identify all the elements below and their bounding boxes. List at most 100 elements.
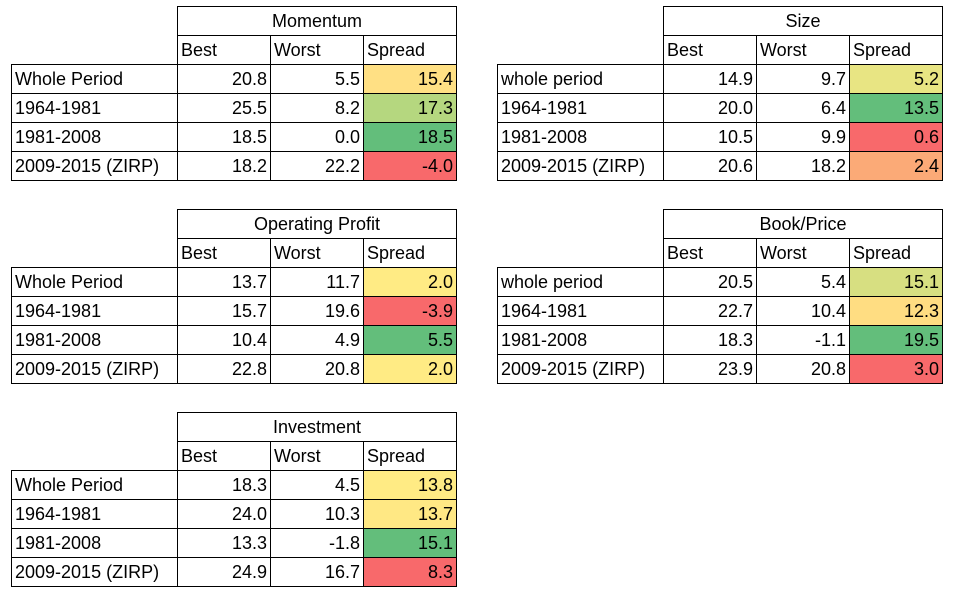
spread-cell: 15.4: [363, 64, 457, 94]
spread-cell: 8.3: [363, 557, 457, 587]
row-label: 1964-1981: [497, 93, 664, 123]
table-row: Whole Period 18.3 4.5 13.8: [11, 470, 457, 500]
column-header-spread: Spread: [363, 35, 457, 65]
size-grid: Size Best Worst Spread whole period 14.9…: [497, 6, 943, 181]
spread-cell: 19.5: [849, 325, 943, 355]
size-table: Size Best Worst Spread whole period 14.9…: [497, 6, 943, 181]
row-label: 1964-1981: [497, 296, 664, 326]
table-row: 1981-2008 13.3 -1.8 15.1: [11, 528, 457, 558]
worst-cell: 11.7: [270, 267, 364, 297]
best-cell: 22.8: [177, 354, 271, 384]
column-header-worst: Worst: [270, 35, 364, 65]
worst-cell: 18.2: [756, 151, 850, 181]
worst-cell: 20.8: [756, 354, 850, 384]
book-price-grid: Book/Price Best Worst Spread whole perio…: [497, 209, 943, 384]
corner-blank: [12, 413, 178, 442]
best-cell: 15.7: [177, 296, 271, 326]
worst-cell: 20.8: [270, 354, 364, 384]
table-row: 2009-2015 (ZIRP) 18.2 22.2 -4.0: [11, 151, 457, 181]
corner-blank: [498, 7, 664, 36]
table-title: Book/Price: [663, 209, 943, 239]
row-label: 1981-2008: [11, 122, 178, 152]
momentum-grid: Momentum Best Worst Spread Whole Period …: [11, 6, 457, 181]
table-row: 1981-2008 18.5 0.0 18.5: [11, 122, 457, 152]
spread-cell: 2.0: [363, 267, 457, 297]
spread-cell: 17.3: [363, 93, 457, 123]
column-header-spread: Spread: [849, 238, 943, 268]
spread-cell: 3.0: [849, 354, 943, 384]
corner-blank: [12, 442, 178, 471]
investment-grid: Investment Best Worst Spread Whole Perio…: [11, 412, 457, 587]
spread-cell: -4.0: [363, 151, 457, 181]
row-label: 1981-2008: [11, 325, 178, 355]
row-label: 2009-2015 (ZIRP): [497, 151, 664, 181]
spread-cell: 0.6: [849, 122, 943, 152]
spread-cell: 5.2: [849, 64, 943, 94]
column-header-best: Best: [177, 238, 271, 268]
column-header-best: Best: [663, 35, 757, 65]
row-label: 1964-1981: [11, 499, 178, 529]
best-cell: 14.9: [663, 64, 757, 94]
row-label: Whole Period: [11, 64, 178, 94]
column-header-worst: Worst: [270, 238, 364, 268]
spread-cell: 5.5: [363, 325, 457, 355]
corner-blank: [12, 239, 178, 268]
best-cell: 20.8: [177, 64, 271, 94]
best-cell: 18.5: [177, 122, 271, 152]
table-title: Size: [663, 6, 943, 36]
worst-cell: -1.1: [756, 325, 850, 355]
best-cell: 20.6: [663, 151, 757, 181]
worst-cell: 5.4: [756, 267, 850, 297]
worst-cell: 10.4: [756, 296, 850, 326]
table-row: 1981-2008 10.4 4.9 5.5: [11, 325, 457, 355]
best-cell: 13.3: [177, 528, 271, 558]
table-row: 1964-1981 22.7 10.4 12.3: [497, 296, 943, 326]
row-label: whole period: [497, 64, 664, 94]
operating-profit-grid: Operating Profit Best Worst Spread Whole…: [11, 209, 457, 384]
column-header-worst: Worst: [756, 238, 850, 268]
spread-cell: 13.7: [363, 499, 457, 529]
column-header-spread: Spread: [363, 441, 457, 471]
best-cell: 24.9: [177, 557, 271, 587]
row-label: 2009-2015 (ZIRP): [497, 354, 664, 384]
worst-cell: 6.4: [756, 93, 850, 123]
row-label: 1964-1981: [11, 93, 178, 123]
worst-cell: -1.8: [270, 528, 364, 558]
momentum-table: Momentum Best Worst Spread Whole Period …: [11, 6, 457, 181]
table-row: 2009-2015 (ZIRP) 24.9 16.7 8.3: [11, 557, 457, 587]
row-label: whole period: [497, 267, 664, 297]
best-cell: 18.3: [663, 325, 757, 355]
book-price-table: Book/Price Best Worst Spread whole perio…: [497, 209, 943, 384]
table-row: Whole Period 13.7 11.7 2.0: [11, 267, 457, 297]
column-header-spread: Spread: [849, 35, 943, 65]
worst-cell: 5.5: [270, 64, 364, 94]
corner-blank: [498, 210, 664, 239]
best-cell: 24.0: [177, 499, 271, 529]
column-header-spread: Spread: [363, 238, 457, 268]
table-row: 2009-2015 (ZIRP) 22.8 20.8 2.0: [11, 354, 457, 384]
column-header-worst: Worst: [270, 441, 364, 471]
table-title: Investment: [177, 412, 457, 442]
table-row: 1964-1981 24.0 10.3 13.7: [11, 499, 457, 529]
column-header-best: Best: [177, 441, 271, 471]
spread-cell: 2.0: [363, 354, 457, 384]
corner-blank: [12, 210, 178, 239]
column-header-worst: Worst: [756, 35, 850, 65]
spread-cell: -3.9: [363, 296, 457, 326]
best-cell: 22.7: [663, 296, 757, 326]
table-row: whole period 20.5 5.4 15.1: [497, 267, 943, 297]
best-cell: 10.4: [177, 325, 271, 355]
spread-cell: 18.5: [363, 122, 457, 152]
best-cell: 18.3: [177, 470, 271, 500]
corner-blank: [498, 36, 664, 65]
row-label: 1981-2008: [11, 528, 178, 558]
best-cell: 13.7: [177, 267, 271, 297]
table-row: 1964-1981 20.0 6.4 13.5: [497, 93, 943, 123]
worst-cell: 8.2: [270, 93, 364, 123]
table-row: 2009-2015 (ZIRP) 23.9 20.8 3.0: [497, 354, 943, 384]
row-label: 1981-2008: [497, 325, 664, 355]
operating-profit-table: Operating Profit Best Worst Spread Whole…: [11, 209, 457, 384]
worst-cell: 0.0: [270, 122, 364, 152]
row-label: 1964-1981: [11, 296, 178, 326]
column-header-best: Best: [663, 238, 757, 268]
